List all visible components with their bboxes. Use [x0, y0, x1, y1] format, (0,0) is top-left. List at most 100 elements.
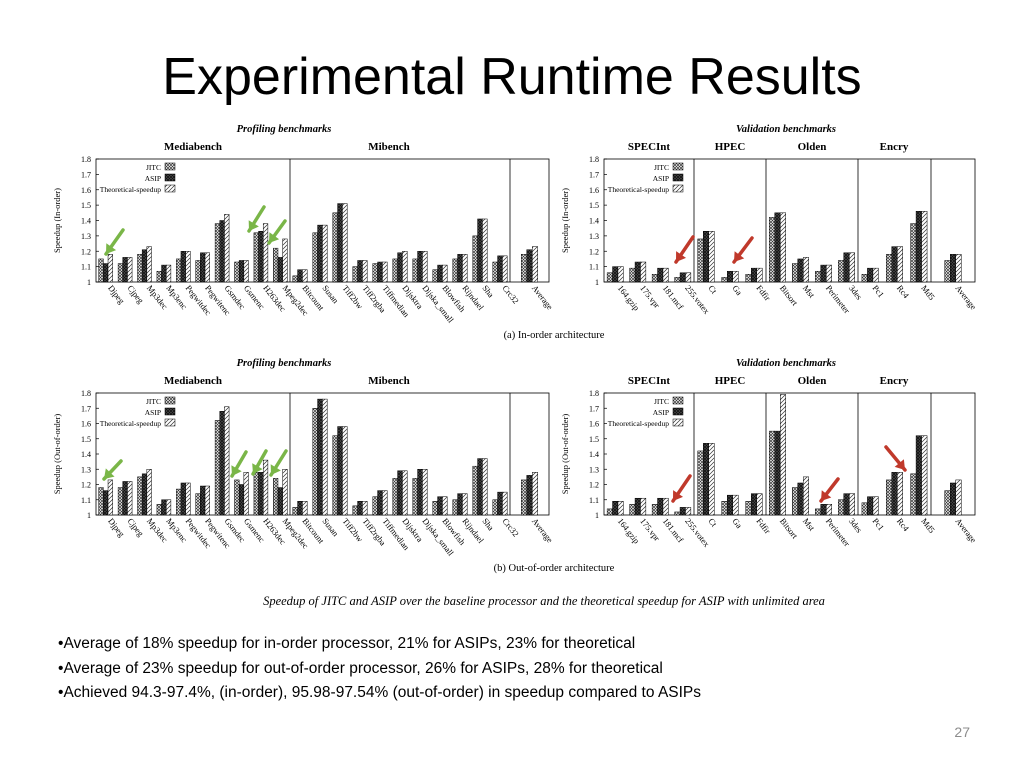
arrow-head [676, 251, 687, 262]
bar-jitc [432, 501, 438, 516]
figure-caption: Speedup of JITC and ASIP over the baseli… [263, 594, 825, 608]
annotation-arrow [674, 235, 695, 264]
bar-asip [634, 497, 641, 516]
x-tick-label: 3des [847, 516, 864, 534]
bar-jitc [838, 260, 844, 283]
bar-asip [612, 501, 619, 516]
x-tick-label: Md5 [919, 516, 937, 535]
bar-jitc [886, 479, 892, 516]
arrow-head [106, 243, 117, 254]
bar-jitc [292, 507, 298, 516]
bar-theoretical [732, 494, 739, 516]
x-tick-label: Ga [730, 283, 744, 297]
bar-asip [915, 435, 922, 516]
annotation-arrow [819, 477, 840, 503]
bar-theoretical [662, 267, 669, 283]
bar-asip [526, 475, 533, 516]
bar-jitc [195, 260, 201, 283]
bar-jitc [292, 275, 298, 283]
y-tick-label: 1.5 [81, 201, 91, 210]
bar-jitc [815, 508, 821, 516]
bar-jitc [492, 261, 498, 283]
x-tick-label: Ct [706, 516, 719, 529]
bar-asip [417, 251, 423, 283]
bar-theoretical [849, 493, 855, 516]
bar-theoretical [165, 264, 172, 283]
bar-asip [122, 257, 128, 283]
y-tick-label: 1.1 [81, 496, 91, 505]
y-tick-label: 1.1 [589, 496, 599, 505]
bar-theoretical [342, 426, 348, 516]
x-tick-label: Pc1 [871, 516, 887, 532]
section-label: Mibench [368, 141, 410, 153]
bar-theoretical [826, 504, 832, 516]
bar-theoretical [342, 203, 348, 283]
slide-title: Experimental Runtime Results [162, 48, 862, 106]
x-tick-label: Md5 [919, 283, 937, 302]
bar-asip [612, 266, 619, 283]
x-tick-label: Mst [801, 283, 817, 300]
bar-theoretical [302, 269, 308, 283]
annotation-arrow [251, 449, 268, 476]
bar-jitc [253, 232, 259, 283]
y-axis-label: Speedup (In-order) [52, 188, 62, 253]
bar-jitc [98, 487, 104, 516]
bar-theoretical [402, 251, 408, 283]
legend-label: Theoretical-speedup [608, 185, 669, 194]
bar-theoretical [482, 458, 488, 516]
x-tick-label: Average [953, 283, 978, 312]
bar-theoretical [322, 398, 328, 516]
y-axis-label: Speedup (In-order) [560, 188, 570, 253]
x-tick-label: Sha [480, 283, 496, 299]
bar-asip [774, 212, 781, 283]
bar-theoretical [382, 261, 388, 283]
bar-asip [751, 493, 757, 516]
bar-asip [843, 493, 850, 516]
arrow-head [894, 459, 905, 470]
bar-jitc [944, 260, 951, 283]
annotation-arrow [230, 450, 248, 478]
bar-jitc [117, 263, 124, 283]
section-label: HPEC [715, 141, 746, 153]
legend-label: JITC [654, 397, 669, 406]
bar-asip [457, 254, 463, 283]
bar-asip [774, 430, 781, 516]
x-tick-label: Djpeg [106, 516, 127, 539]
bar-asip [497, 255, 503, 283]
legend-swatch [672, 173, 684, 182]
bar-jitc [838, 499, 844, 516]
slide-number: 27 [954, 724, 970, 740]
legend-swatch [672, 418, 684, 427]
bar-jitc [156, 504, 162, 516]
bar-jitc [452, 258, 458, 283]
bar-theoretical [897, 246, 903, 283]
y-axis-label: Speedup (Out-of-order) [560, 414, 570, 495]
bar-jitc [98, 258, 104, 283]
y-tick-label: 1.7 [589, 170, 599, 179]
x-tick-label: Average [530, 283, 555, 312]
y-tick-label: 1.8 [81, 389, 91, 398]
y-tick-label: 1 [595, 278, 599, 287]
annotation-arrow [884, 445, 907, 472]
y-tick-label: 1.2 [589, 481, 599, 490]
bar-theoretical [617, 501, 624, 516]
group-header: Validation benchmarks [736, 124, 836, 135]
bar-jitc [629, 267, 636, 283]
bar-asip [317, 398, 323, 516]
chart-panel: Profiling benchmarks Mediabench Mibench 1 1.… [52, 124, 605, 341]
bar-asip [397, 252, 403, 283]
bar-jitc [651, 274, 658, 283]
bar-theoretical [921, 211, 928, 283]
bar-jitc [697, 238, 704, 283]
bar-asip [950, 482, 956, 516]
bar-theoretical [402, 470, 408, 516]
bar-asip [377, 261, 383, 283]
bar-asip [820, 264, 827, 283]
x-tick-label: Ct [706, 283, 719, 296]
x-tick-label: Ga [730, 516, 744, 530]
bar-asip [180, 251, 186, 283]
bullet-item: Average of 23% speedup for out-of-order … [58, 657, 998, 682]
legend-label: JITC [654, 163, 669, 172]
x-tick-label: Pc1 [871, 283, 887, 299]
bar-theoretical [502, 491, 508, 516]
